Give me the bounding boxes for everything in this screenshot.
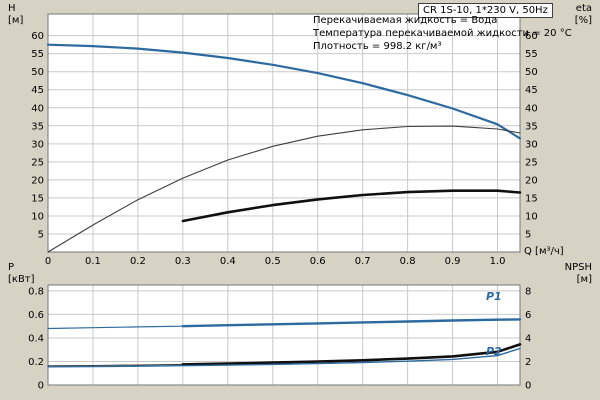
p2-curve-label: P2	[486, 345, 502, 358]
y-right-tick-label: 50	[525, 67, 538, 78]
x-tick-label: 0.7	[355, 256, 371, 267]
y-left-tick-label: 0.2	[28, 357, 44, 368]
y-left-tick-label: 50	[31, 67, 44, 78]
y-left-tick-label: 45	[31, 85, 44, 96]
y-right-tick-label: 2	[525, 357, 531, 368]
y-left-tick-label: 55	[31, 49, 44, 60]
y-right-tick-label: 55	[525, 49, 538, 60]
y-left-tick-label: 0.8	[28, 286, 44, 297]
npsh-axis-symbol: NPSH	[564, 262, 592, 273]
head-axis-unit: [м]	[8, 15, 24, 26]
curve-h-head-curve	[46, 43, 522, 140]
npsh-axis-label: NPSH [м]	[565, 262, 592, 286]
y-right-tick-label: 45	[525, 85, 538, 96]
info-line-temperature: Температура перекачиваемой жидкости = 20…	[313, 28, 572, 39]
y-right-tick-label: 60	[525, 31, 538, 42]
y-left-tick-label: 60	[31, 31, 44, 42]
plot-background	[48, 285, 520, 385]
x-tick-label: 0.3	[175, 256, 191, 267]
curve-eta-duty-range	[181, 189, 522, 223]
curve-eta-pump	[47, 125, 521, 253]
y-left-tick-label: 30	[31, 139, 44, 150]
flow-axis-label: Q [м³/ч]	[524, 246, 564, 257]
x-tick-label: 0.8	[400, 256, 416, 267]
y-right-tick-label: 35	[525, 121, 538, 132]
power-axis-unit: [кВт]	[8, 274, 35, 285]
power-axis-symbol: P	[8, 262, 15, 273]
head-axis-symbol: H	[8, 3, 16, 14]
y-left-tick-label: 0.4	[28, 333, 44, 344]
y-right-tick-label: 20	[525, 175, 538, 186]
info-line-fluid: Перекачиваемая жидкость = Вода	[313, 15, 498, 26]
eta-axis-symbol: eta	[575, 3, 592, 14]
y-left-tick-label: 40	[31, 103, 44, 114]
head-axis-label: H [м]	[8, 3, 23, 27]
y-right-tick-label: 15	[525, 193, 538, 204]
y-right-tick-label: 25	[525, 157, 538, 168]
y-right-tick-label: 8	[525, 286, 531, 297]
curve-npsh	[47, 347, 521, 368]
y-left-tick-label: 5	[38, 229, 44, 240]
npsh-axis-unit: [м]	[576, 274, 592, 285]
x-tick-label: 0.6	[310, 256, 326, 267]
x-tick-label: 0.9	[445, 256, 461, 267]
y-left-tick-label: 35	[31, 121, 44, 132]
x-tick-label: 0	[45, 256, 51, 267]
y-left-tick-label: 0.6	[28, 310, 44, 321]
y-right-tick-label: 4	[525, 333, 531, 344]
power-axis-label: P [кВт]	[8, 262, 35, 286]
y-left-tick-label: 0	[38, 381, 44, 392]
y-left-tick-label: 25	[31, 157, 44, 168]
x-tick-label: 0.2	[130, 256, 146, 267]
p1-curve-label: P1	[486, 290, 502, 303]
eta-axis-label: eta [%]	[575, 3, 592, 27]
x-tick-label: 1.0	[490, 256, 506, 267]
y-right-tick-label: 0	[525, 381, 531, 392]
curve-p1-duty-range	[181, 318, 522, 328]
x-tick-label: 0.1	[85, 256, 101, 267]
y-right-tick-label: 6	[525, 310, 531, 321]
eta-axis-unit: [%]	[574, 15, 592, 26]
y-left-tick-label: 15	[31, 193, 44, 204]
y-right-tick-label: 5	[525, 229, 531, 240]
pump-model-badge: CR 1S-10, 1*230 V, 50Hz	[418, 3, 553, 18]
curve-p2-duty-range	[181, 343, 522, 366]
y-right-tick-label: 10	[525, 211, 538, 222]
info-line-density: Плотность = 998.2 кг/м³	[313, 41, 442, 52]
y-right-tick-label: 40	[525, 103, 538, 114]
y-right-tick-label: 30	[525, 139, 538, 150]
fluid-info-block: Перекачиваемая жидкость = Вода Температу…	[313, 14, 572, 53]
y-left-tick-label: 10	[31, 211, 44, 222]
plot-frame	[47, 284, 521, 386]
x-tick-label: 0.5	[265, 256, 281, 267]
y-left-tick-label: 20	[31, 175, 44, 186]
x-tick-label: 0.4	[220, 256, 236, 267]
